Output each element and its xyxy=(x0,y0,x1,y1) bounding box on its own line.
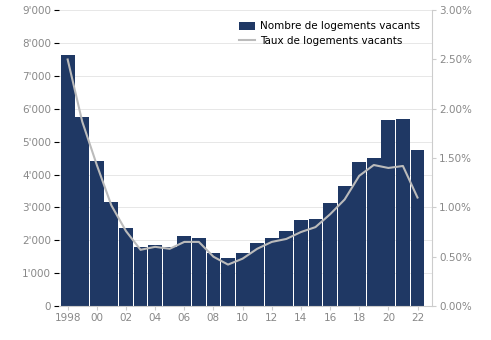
Bar xyxy=(134,247,147,306)
Bar xyxy=(294,220,308,306)
Bar xyxy=(323,203,337,306)
Bar xyxy=(410,150,424,306)
Bar xyxy=(382,120,395,306)
Bar xyxy=(265,238,279,306)
Bar xyxy=(61,54,75,306)
Bar xyxy=(192,238,206,306)
Bar xyxy=(177,236,191,306)
Bar xyxy=(90,162,104,306)
Bar xyxy=(236,253,249,306)
Bar xyxy=(396,119,410,306)
Bar xyxy=(119,228,133,306)
Bar xyxy=(352,162,366,306)
Bar xyxy=(105,203,118,306)
Bar xyxy=(221,258,235,306)
Bar xyxy=(148,244,162,306)
Bar xyxy=(308,219,323,306)
Bar xyxy=(338,186,352,306)
Bar xyxy=(207,253,220,306)
Bar xyxy=(279,232,293,306)
Bar xyxy=(163,246,177,306)
Bar xyxy=(367,158,381,306)
Bar xyxy=(250,243,264,306)
Bar xyxy=(75,117,89,306)
Legend: Nombre de logements vacants, Taux de logements vacants: Nombre de logements vacants, Taux de log… xyxy=(236,18,423,49)
